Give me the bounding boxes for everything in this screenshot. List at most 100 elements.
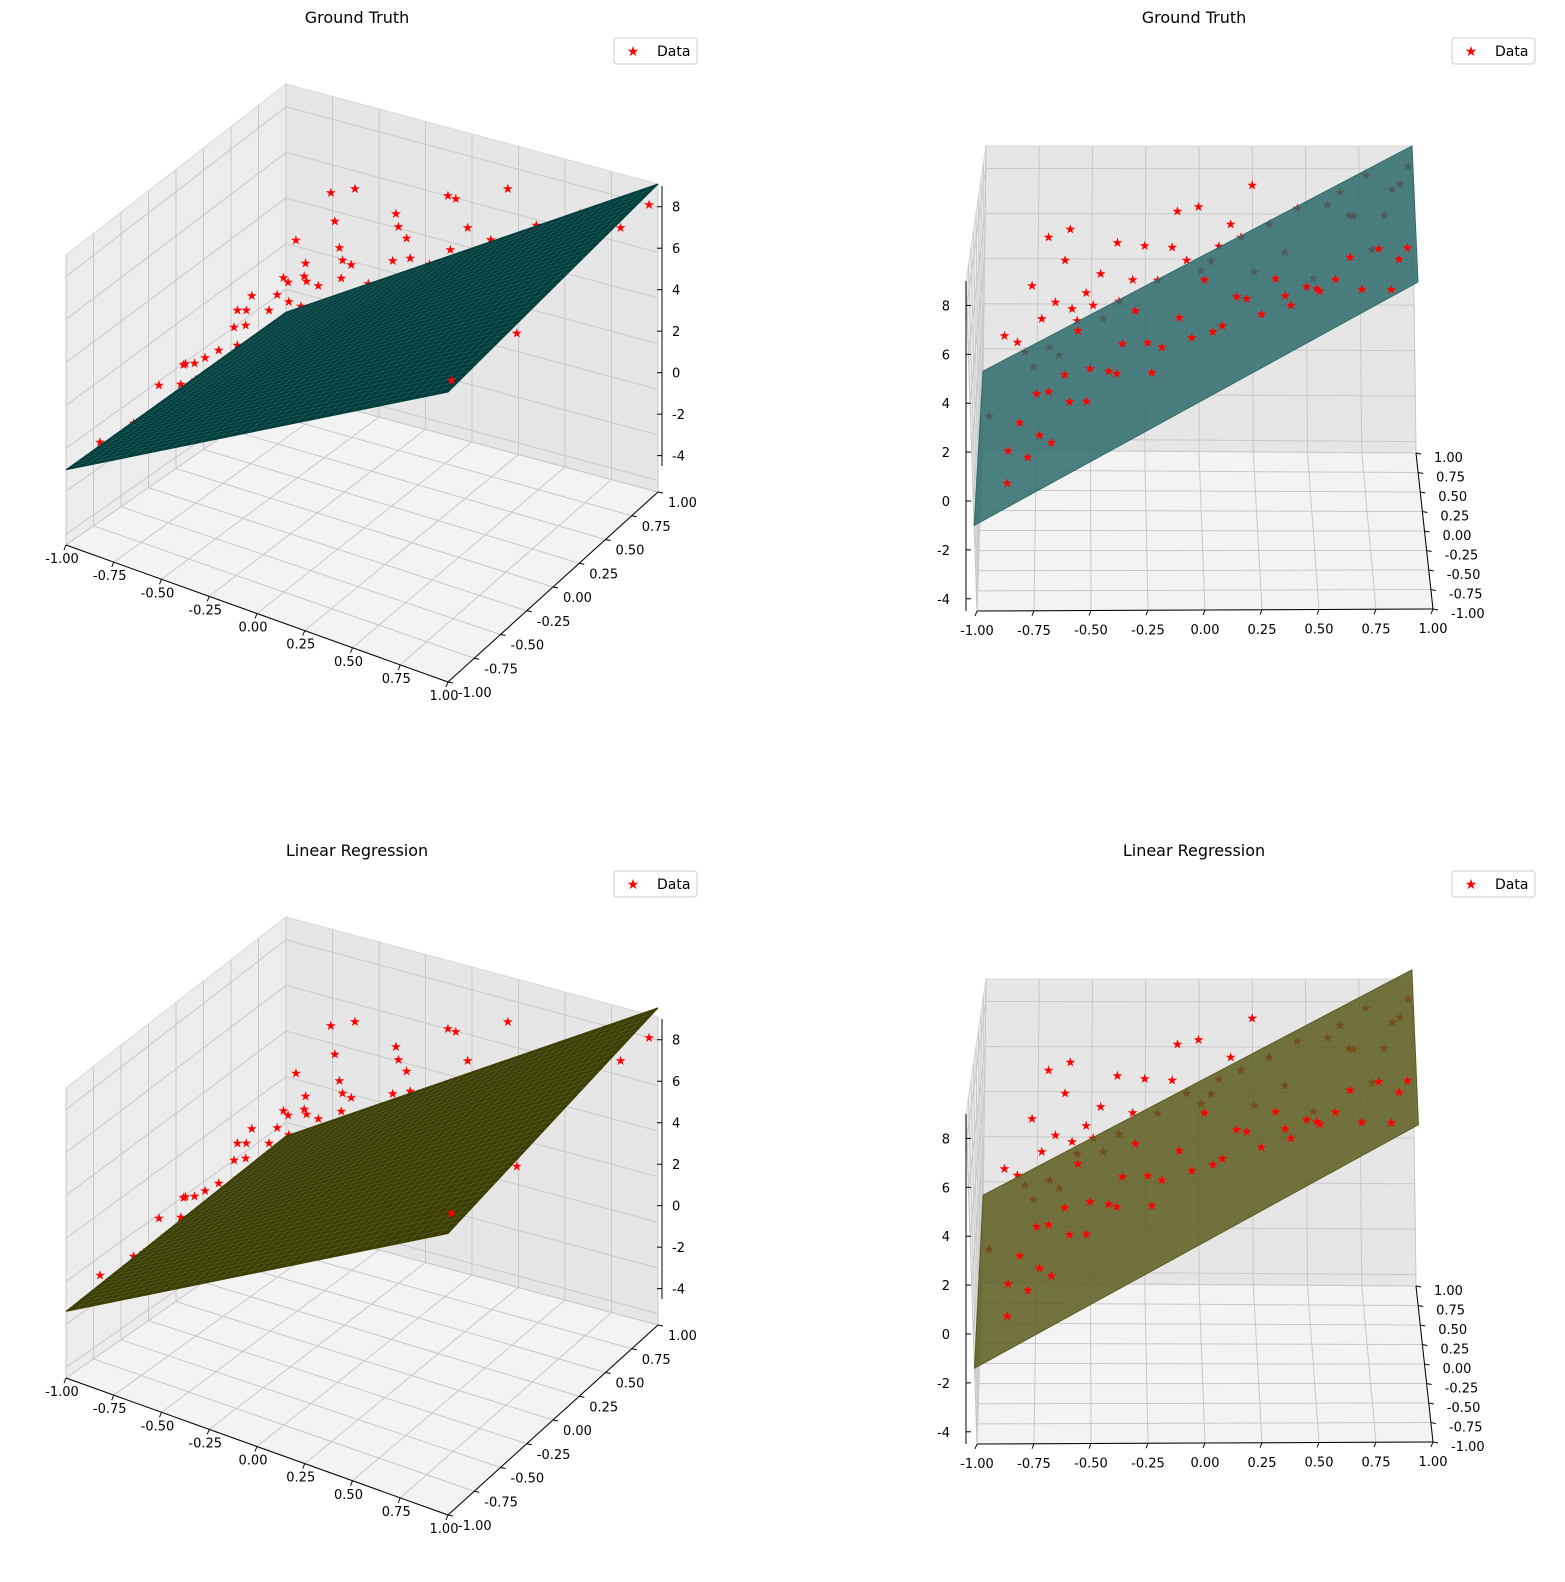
data-point: ★: [345, 258, 357, 273]
z-tick-label: 2: [942, 446, 950, 461]
data-point: ★: [1285, 1132, 1297, 1147]
z-tick-label: 4: [672, 1117, 680, 1132]
data-point: ★: [1034, 428, 1046, 443]
x-tick-label: 1.00: [430, 689, 459, 704]
z-tick-label: 0: [942, 1328, 950, 1343]
data-point: ★: [1059, 368, 1071, 383]
data-point: ★: [263, 1136, 275, 1151]
grid-line: [966, 1001, 1413, 1139]
data-point: ★: [387, 1087, 399, 1102]
surface-mesh-line: [247, 1047, 622, 1168]
data-point: ★: [175, 377, 187, 392]
y-tick: [1418, 472, 1424, 474]
data-point: ★: [301, 274, 313, 289]
data-point: ★: [329, 215, 341, 230]
data-point: ★: [445, 243, 457, 258]
data-point: ★: [282, 1108, 294, 1123]
surface-mesh-line: [126, 1171, 506, 1264]
data-point: ★: [643, 198, 655, 213]
surface-mesh-line: [170, 1126, 548, 1229]
y-tick-label: -1.00: [458, 1519, 492, 1534]
x-tick-label: -0.75: [1017, 624, 1051, 639]
data-point: ★: [1166, 241, 1178, 256]
data-point: ★: [1012, 335, 1024, 350]
surface-mesh-line: [82, 1216, 464, 1299]
surface-mesh-line: [236, 1058, 611, 1176]
grid-line: [258, 1243, 632, 1350]
surface-mesh-line: [285, 1062, 501, 1267]
data-point: ★: [232, 303, 244, 318]
data-point: ★: [1373, 242, 1385, 257]
grid-line: [65, 1076, 659, 1239]
surface-mesh-line: [419, 193, 631, 399]
data-point: ★: [1139, 239, 1151, 254]
surface-mesh-line: [314, 1052, 529, 1262]
data-point: ★: [502, 182, 514, 197]
data-point: ★: [1146, 1199, 1158, 1214]
x-tick: [1316, 1442, 1320, 1448]
surface-mesh-line: [274, 1018, 648, 1146]
y-tick: [605, 539, 611, 541]
data-point: ★: [1112, 236, 1124, 251]
surface-mesh-line: [75, 1132, 296, 1310]
surface-mesh-line: [252, 214, 627, 337]
surface-mesh-line: [76, 381, 459, 463]
z-tick-label: 6: [942, 348, 950, 363]
surface-mesh-line: [209, 1087, 426, 1283]
data-point: ★: [213, 1176, 225, 1191]
data-point: ★: [1385, 1116, 1397, 1131]
data-point: ★: [1112, 1069, 1124, 1084]
x-tick: [1373, 1442, 1377, 1448]
surface-mesh-line: [361, 212, 575, 410]
x-tick: [254, 613, 258, 619]
surface-mesh-line: [438, 1010, 649, 1236]
surface-mesh-line: [419, 1017, 631, 1240]
data-point: ★: [1241, 292, 1253, 307]
data-point: ★: [1330, 1105, 1342, 1120]
surface-mesh-line: [104, 299, 324, 463]
data-point: ★: [1402, 1074, 1414, 1089]
data-point: ★: [1014, 416, 1026, 431]
surface-mesh-line: [94, 302, 315, 465]
surface-mesh-line: [142, 286, 361, 455]
data-point: ★: [1246, 179, 1258, 194]
y-tick: [1432, 1441, 1439, 1444]
data-point: ★: [1173, 1144, 1185, 1159]
surface-mesh-line: [409, 1020, 622, 1242]
data-point: ★: [1186, 331, 1198, 346]
surface-mesh-line: [170, 1100, 389, 1291]
surface-mesh-line: [209, 263, 426, 441]
z-tick-label: 4: [942, 1230, 950, 1245]
surface-mesh-line: [236, 230, 611, 348]
data-point: ★: [462, 221, 474, 236]
surface-mesh-line: [94, 1126, 315, 1306]
data-point: ★: [1080, 286, 1092, 301]
surface-mesh-line: [241, 225, 617, 344]
surface-mesh-line: [159, 303, 538, 404]
y-tick: [1422, 511, 1428, 513]
x-tick: [111, 561, 115, 568]
surface-mesh-line: [208, 1086, 585, 1198]
data-point: ★: [1217, 319, 1229, 334]
x-tick: [254, 1446, 258, 1452]
data-point: ★: [232, 1136, 244, 1151]
x-tick-label: -0.25: [188, 603, 222, 618]
surface-mesh-line: [294, 1058, 510, 1265]
regression-surface: [65, 183, 659, 471]
data-point: ★: [404, 1085, 416, 1100]
legend-label: Data: [1495, 44, 1528, 60]
grid-line: [65, 288, 659, 449]
data-point: ★: [442, 1022, 454, 1037]
grid-line: [304, 454, 519, 632]
y-tick: [474, 1490, 480, 1493]
data-point: ★: [1314, 285, 1326, 300]
surface-mesh-line: [199, 267, 417, 443]
y-tick-label: 1.00: [668, 496, 697, 511]
surface-mesh-line: [148, 313, 527, 411]
data-point: ★: [241, 1136, 253, 1151]
z-tick-label: 6: [672, 1075, 680, 1090]
surface-mesh-line: [148, 1148, 527, 1246]
surface-mesh-line: [109, 1188, 491, 1277]
surface-mesh-line: [342, 1042, 556, 1256]
data-point: ★: [1356, 283, 1368, 298]
